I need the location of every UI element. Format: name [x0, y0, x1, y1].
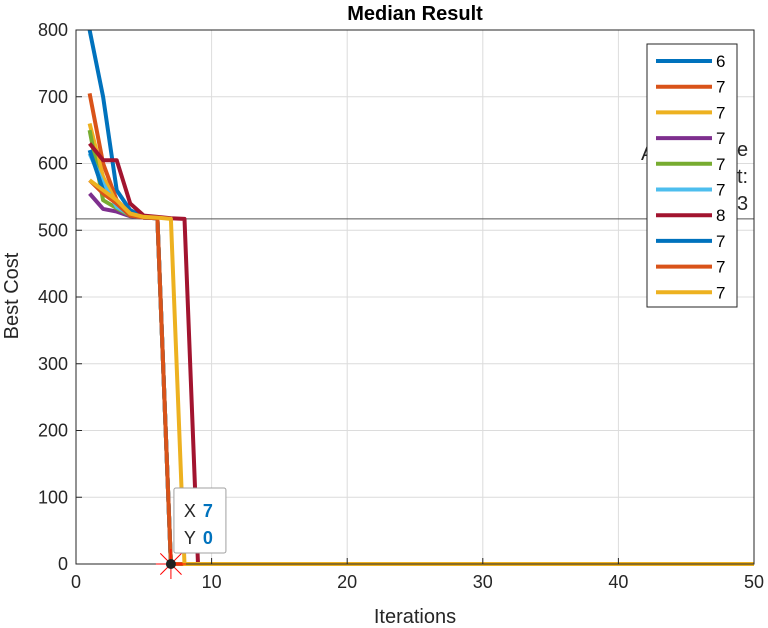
legend-label: 7	[716, 181, 725, 200]
y-tick-label: 300	[38, 354, 68, 374]
legend-entry[interactable]: 8	[656, 206, 725, 225]
y-tick-label: 200	[38, 421, 68, 441]
x-tick-label: 20	[337, 572, 357, 592]
y-tick-label: 500	[38, 220, 68, 240]
datatip-x-value: 7	[203, 501, 213, 521]
legend-entry[interactable]: 7	[656, 129, 725, 148]
x-tick-label: 50	[744, 572, 764, 592]
occluded-text-e: e	[737, 139, 748, 161]
datatip-y-value: 0	[203, 528, 213, 548]
x-tick-label: 0	[71, 572, 81, 592]
legend-label: 7	[716, 258, 725, 277]
x-tick-label: 30	[473, 572, 493, 592]
y-axis-ticks: 0 100 200 300 400 500 600 700 800	[38, 20, 82, 574]
y-tick-label: 0	[58, 554, 68, 574]
datatip-point[interactable]	[165, 559, 176, 569]
x-tick-label: 40	[608, 572, 628, 592]
legend-label: 6	[716, 52, 725, 71]
legend-entry[interactable]: 7	[656, 78, 725, 97]
y-axis-label: Best Cost	[1, 252, 23, 339]
y-tick-label: 700	[38, 87, 68, 107]
datatip-y-label: Y	[184, 528, 196, 548]
legend-label: 8	[716, 206, 725, 225]
legend-label: 7	[716, 78, 725, 97]
y-tick-label: 400	[38, 287, 68, 307]
y-tick-label: 800	[38, 20, 68, 40]
chart-title: Median Result	[347, 3, 483, 25]
legend-entry[interactable]: 7	[656, 155, 725, 174]
legend-entry[interactable]: 7	[656, 283, 725, 302]
x-axis-ticks: 0 10 20 30 40 50	[71, 558, 764, 592]
legend-label: 7	[716, 232, 725, 251]
x-axis-label: Iterations	[374, 606, 456, 628]
legend-entry[interactable]: 7	[656, 232, 725, 251]
datatip[interactable]: X 7Y 0	[155, 487, 227, 579]
series-line-10[interactable]	[88, 178, 754, 566]
x-tick-label: 10	[202, 572, 222, 592]
occluded-text-3: 3	[737, 193, 748, 215]
y-tick-label: 100	[38, 487, 68, 507]
legend[interactable]: 6 7 7 7 7 7 8 7 7 7	[646, 43, 738, 308]
legend-label: 7	[716, 155, 725, 174]
datatip-x-label: X	[184, 501, 196, 521]
legend-entry[interactable]: 7	[656, 181, 725, 200]
legend-entry[interactable]: 7	[656, 103, 725, 122]
occluded-text-t: t:	[737, 166, 748, 188]
legend-entry[interactable]: 7	[656, 258, 725, 277]
legend-label: 7	[716, 129, 725, 148]
y-tick-label: 600	[38, 154, 68, 174]
legend-entry[interactable]: 6	[656, 52, 725, 71]
legend-label: 7	[716, 283, 725, 302]
datatip-box	[173, 487, 227, 554]
legend-label: 7	[716, 103, 725, 122]
